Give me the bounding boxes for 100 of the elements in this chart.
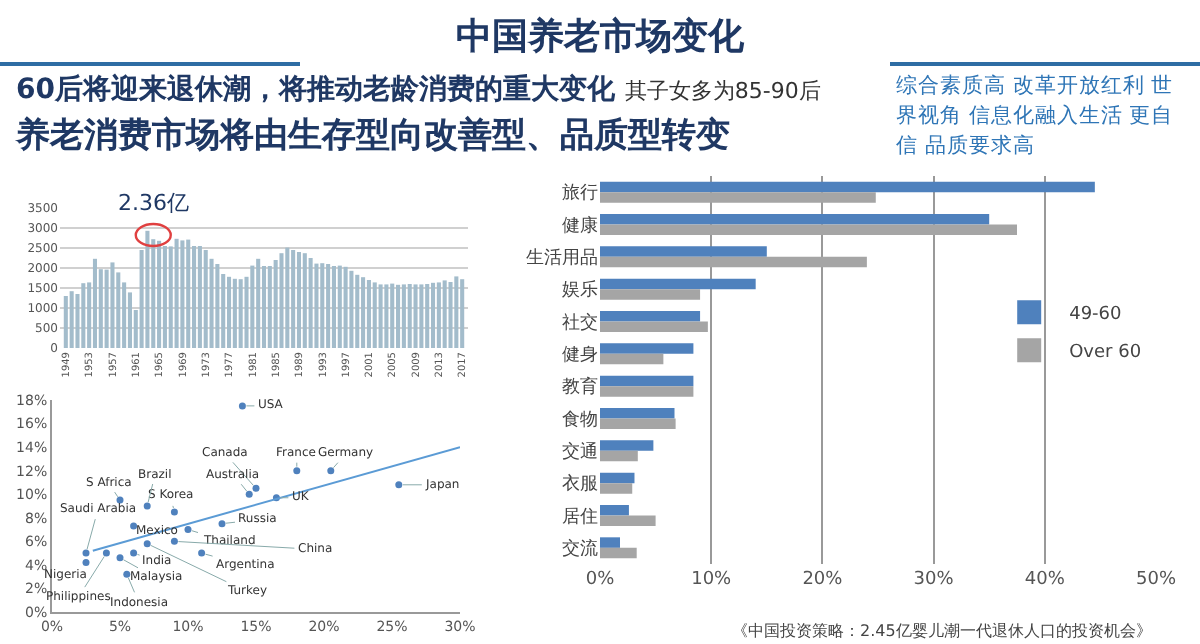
annotation: 2.36亿 [118, 190, 189, 216]
bar [355, 274, 360, 348]
point [170, 537, 178, 545]
bar [174, 238, 179, 348]
bar [600, 353, 664, 365]
bar [600, 515, 656, 526]
bar [180, 240, 185, 348]
bar [366, 280, 371, 348]
point [102, 549, 110, 557]
bar [81, 283, 86, 348]
bar [396, 284, 401, 348]
bar [372, 282, 377, 348]
bar [273, 260, 278, 348]
bar [104, 269, 109, 348]
bar [320, 263, 325, 348]
bar [157, 240, 162, 348]
bar [302, 253, 307, 348]
point [218, 520, 226, 528]
x-tick-label: 10% [691, 570, 733, 590]
bar [600, 375, 694, 387]
bar [69, 291, 74, 348]
bar [407, 284, 412, 348]
bar [600, 386, 694, 397]
text: 养老消费市场将由生存型向改善型、品质型转变 [16, 114, 730, 158]
bar [215, 264, 220, 348]
bar [349, 270, 354, 348]
y-tick-label: 交通 [562, 441, 598, 464]
bar [238, 279, 243, 348]
bar [192, 246, 197, 348]
point [252, 484, 260, 492]
bar [600, 450, 638, 462]
bar [436, 282, 441, 348]
y-tick-label: 健身 [562, 344, 598, 367]
y-tick-label: 娱乐 [562, 279, 598, 302]
bar [430, 282, 436, 348]
bar [600, 537, 621, 548]
bar [92, 258, 98, 348]
bar [413, 284, 418, 348]
point [143, 502, 151, 510]
y-tick-label: 生活用品 [526, 247, 598, 270]
bar [401, 284, 406, 348]
y-tick-label: 教育 [562, 376, 598, 399]
bar [361, 277, 366, 348]
bar [600, 472, 635, 484]
x-tick-label: 40% [1024, 570, 1066, 590]
bar [378, 284, 383, 348]
bar [442, 280, 447, 348]
bar [145, 230, 150, 348]
bar [226, 276, 232, 348]
bar [600, 483, 633, 494]
x-tick-label: 30% [913, 570, 955, 590]
point [123, 570, 131, 578]
bar [448, 282, 453, 348]
text: 《中国投资策略：2.45亿婴儿潮一代退休人口的投资机会》 [732, 622, 1152, 640]
y-tick-label: 居住 [562, 505, 598, 528]
x-tick-label: 50% [1135, 570, 1177, 590]
bar [326, 264, 331, 348]
bar [337, 265, 342, 348]
y-tick-label: 交流 [562, 538, 598, 561]
point [184, 526, 192, 534]
bar [186, 239, 191, 348]
bar [63, 296, 68, 348]
bar [232, 278, 237, 348]
bar [600, 289, 701, 300]
bar [384, 284, 389, 348]
bar [162, 246, 167, 348]
bar [600, 214, 990, 225]
bar [296, 252, 302, 348]
point [395, 481, 403, 489]
bar [600, 343, 694, 354]
legend-label: 49-60 [1069, 305, 1123, 326]
point [116, 554, 124, 562]
y-tick-label: 食物 [562, 408, 598, 431]
bar [197, 246, 202, 348]
point [82, 549, 90, 557]
bar [343, 266, 348, 348]
point [143, 540, 151, 548]
bar [390, 283, 395, 348]
bar [168, 246, 173, 348]
x-tick-label: 20% [802, 570, 844, 590]
bar [600, 505, 629, 516]
bar [600, 181, 1095, 193]
y-tick-label: 健康 [562, 214, 598, 237]
point [245, 490, 253, 498]
bar [110, 262, 115, 348]
text: 60后将迎来退休潮，将推动老龄消费的重大变化 [16, 74, 615, 106]
text: 中国养老市场变化 [454, 14, 746, 60]
bar [308, 258, 313, 348]
bar [291, 250, 296, 348]
bar [600, 440, 654, 451]
x-tick-label: 0% [585, 570, 616, 590]
point [293, 467, 301, 475]
point [327, 467, 335, 475]
text: 其子女多为85-90后 [624, 78, 821, 104]
bar [250, 265, 255, 348]
bar [600, 278, 756, 290]
bar [209, 258, 214, 348]
bar [256, 258, 261, 348]
bar [267, 266, 272, 348]
bar [203, 250, 208, 348]
